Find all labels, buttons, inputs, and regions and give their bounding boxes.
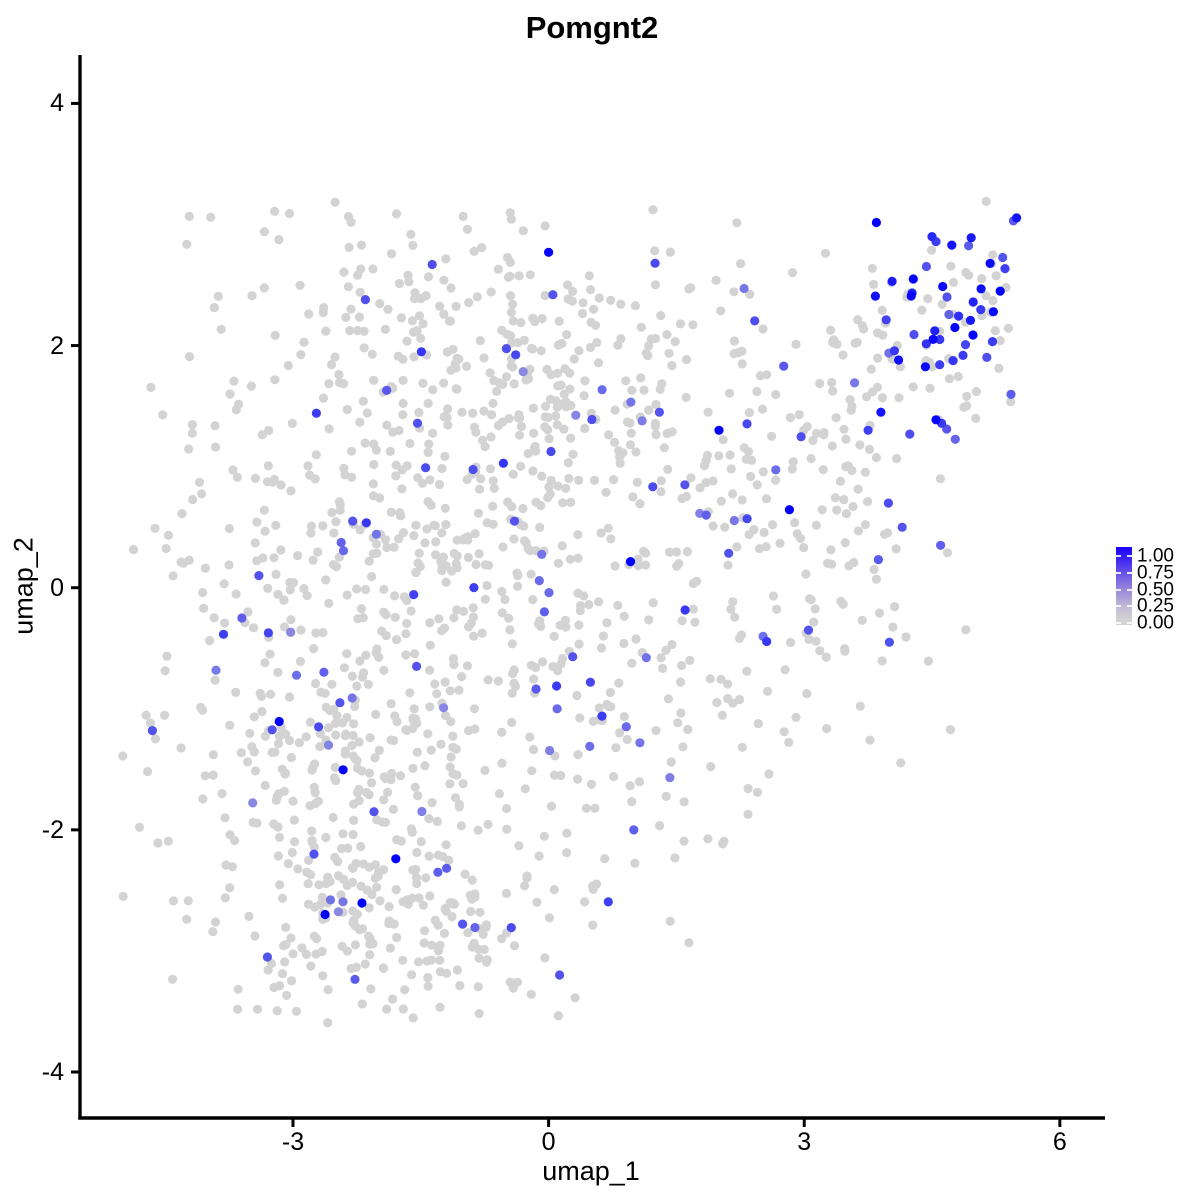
legend-tick-mark xyxy=(1127,605,1132,608)
y-axis-title: umap_2 xyxy=(8,537,39,635)
scatter-points xyxy=(118,196,1022,1028)
legend-tick-mark xyxy=(1116,605,1121,608)
legend-tick-label: 0.75 xyxy=(1137,562,1174,584)
y-tick-label: 2 xyxy=(50,331,64,360)
y-tick-label: 0 xyxy=(50,573,64,602)
y-tick-label: 4 xyxy=(50,89,64,118)
legend-tick-mark xyxy=(1116,571,1121,574)
x-axis-title: umap_1 xyxy=(542,1156,640,1186)
legend-tick-mark xyxy=(1116,555,1121,557)
legend-tick-label: 1.00 xyxy=(1137,545,1174,567)
legend-tick-mark xyxy=(1127,622,1132,624)
x-tick-label: 3 xyxy=(797,1128,812,1156)
x-tick-label: -3 xyxy=(281,1128,305,1156)
x-tick-label: 6 xyxy=(1052,1128,1067,1156)
legend-tick-label: 0.25 xyxy=(1137,595,1174,617)
x-tick-label: 0 xyxy=(541,1128,556,1156)
legend-tick-mark xyxy=(1127,555,1132,557)
legend-tick-mark xyxy=(1127,571,1132,574)
legend-tick-mark xyxy=(1127,588,1132,591)
legend-tick-label: 0.50 xyxy=(1137,579,1174,600)
legend-colorbar xyxy=(1116,547,1132,625)
legend-tick-mark xyxy=(1116,588,1121,591)
legend-tick-label: 0.00 xyxy=(1137,612,1174,634)
axes xyxy=(71,55,1105,1127)
y-tick-label: -2 xyxy=(41,815,64,844)
y-tick-label: -4 xyxy=(41,1057,64,1086)
plot-title: Pomgnt2 xyxy=(525,10,659,45)
legend-tick-mark xyxy=(1116,622,1121,624)
